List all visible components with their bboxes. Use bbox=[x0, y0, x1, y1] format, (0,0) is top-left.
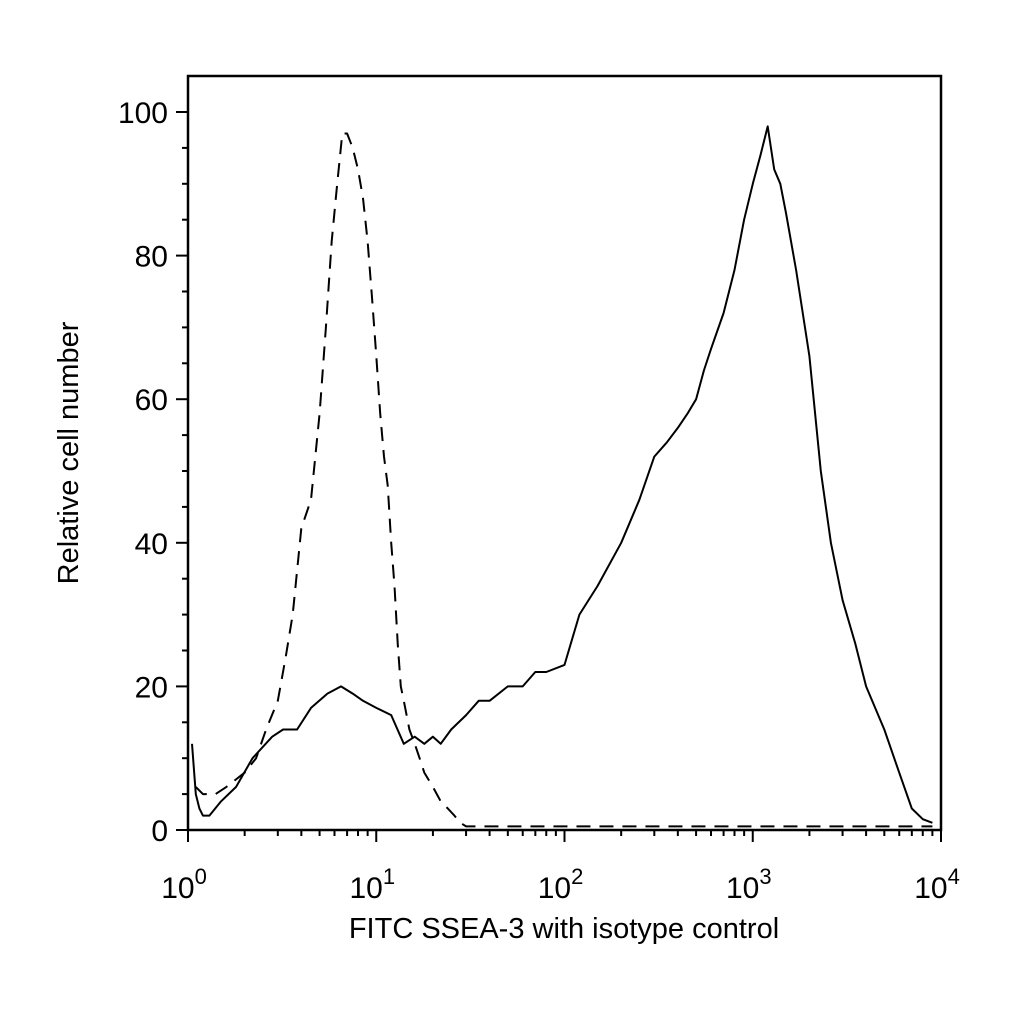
y-tick-label: 100 bbox=[118, 97, 168, 130]
plot-frame bbox=[186, 74, 943, 832]
isotype-control-line bbox=[195, 132, 933, 828]
x-axis-title: FITC SSEA-3 with isotype control bbox=[349, 913, 779, 945]
x-tick-label: 104 bbox=[914, 864, 960, 905]
y-tick-label: 80 bbox=[135, 241, 168, 274]
x-tick-label: 101 bbox=[349, 864, 395, 905]
y-tick-label: 20 bbox=[135, 671, 168, 704]
y-axis-ticks: 0 20 40 60 80 100 bbox=[118, 97, 188, 848]
y-tick-label: 40 bbox=[135, 528, 168, 561]
y-tick-label: 60 bbox=[135, 384, 168, 417]
x-axis-ticks: 100 101 102 103 104 bbox=[161, 830, 960, 905]
ssea3-line bbox=[191, 125, 933, 824]
x-tick-label: 103 bbox=[726, 864, 772, 905]
x-tick-label: 102 bbox=[538, 864, 584, 905]
y-axis-title: Relative cell number bbox=[53, 321, 85, 584]
series-layer bbox=[191, 125, 933, 828]
y-tick-label: 0 bbox=[151, 815, 168, 848]
x-tick-label: 100 bbox=[161, 864, 207, 905]
